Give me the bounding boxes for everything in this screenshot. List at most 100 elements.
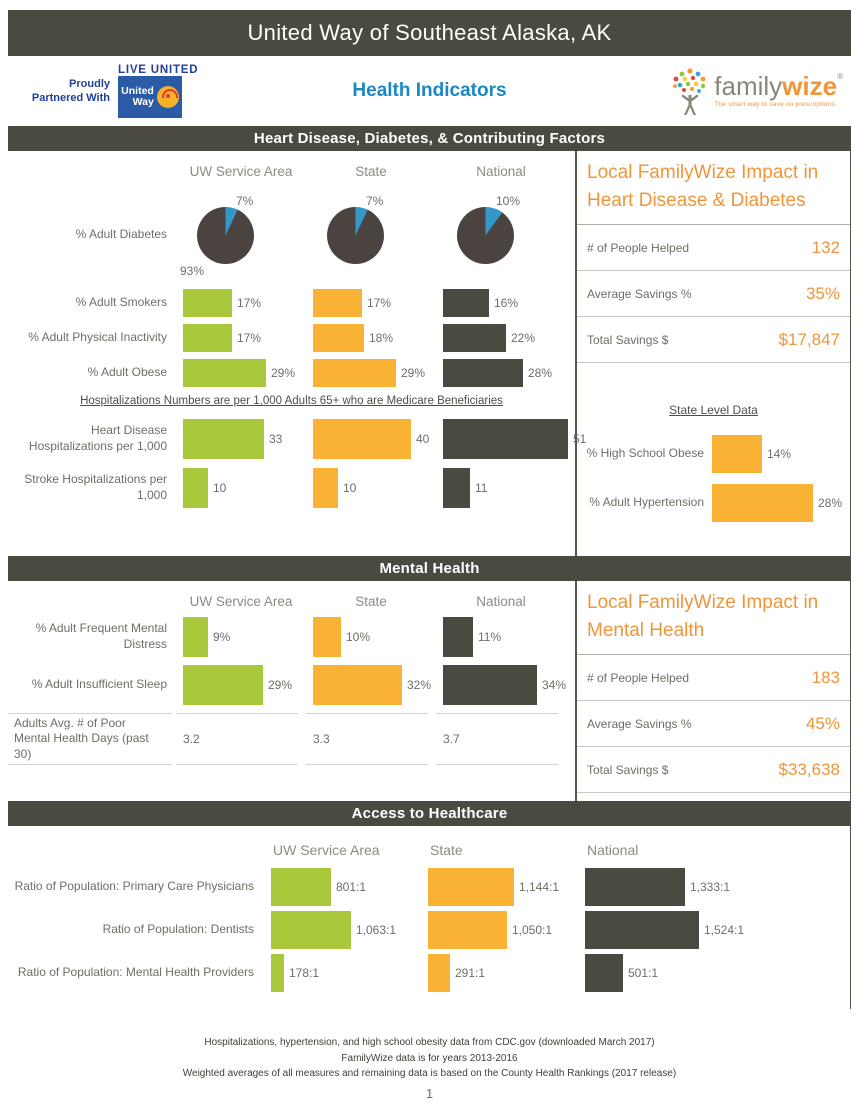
section-mental-health: UW Service Area State National % Adult F… bbox=[8, 581, 851, 801]
section-access-healthcare: UW Service Area State National Ratio of … bbox=[8, 826, 851, 1009]
bar bbox=[428, 954, 450, 992]
pie-cell-1: 7% bbox=[306, 194, 436, 264]
state-level-data-heading: State Level Data bbox=[669, 403, 758, 418]
chart-cell: 1,524:1 bbox=[577, 911, 744, 949]
chart-row: Stroke Hospitalizations per 1,000 10 10 11 bbox=[8, 468, 575, 508]
impact-panel-heart-title: Local FamilyWize Impact in Heart Disease… bbox=[577, 151, 850, 226]
bar bbox=[443, 468, 470, 508]
chart-row: Ratio of Population: Mental Health Provi… bbox=[8, 954, 850, 992]
chart-row: % Adult Smokers 17% 17% 16% bbox=[8, 289, 575, 317]
row-label: % Adult Smokers bbox=[75, 295, 167, 310]
impact-row-total-savings: Total Savings $ $33,638 bbox=[577, 747, 850, 794]
bar bbox=[712, 484, 813, 523]
chart-cell: 801:1 bbox=[263, 868, 420, 906]
bar bbox=[313, 324, 364, 352]
bar-value: 17% bbox=[237, 296, 262, 310]
row-label: Adults Avg. # of Poor Mental Health Days… bbox=[8, 713, 172, 765]
pie-value-label: 7% bbox=[236, 193, 254, 208]
row-label: % Adult Diabetes bbox=[75, 227, 167, 242]
column-header-uw-service-area: UW Service Area bbox=[189, 593, 293, 609]
partner-text: Proudly Partnered With bbox=[31, 77, 110, 104]
impact-row-average-savings: Average Savings % 45% bbox=[577, 701, 850, 748]
pie-chart bbox=[457, 206, 514, 264]
bar bbox=[443, 359, 523, 387]
chart-cell: 9% bbox=[176, 617, 306, 657]
pie-wrap: 10% bbox=[457, 194, 520, 264]
united-way-helping-hand-icon bbox=[156, 86, 179, 108]
bar bbox=[313, 665, 402, 705]
row-label: % Adult Obese bbox=[87, 365, 167, 380]
chart-cell: 3.3 bbox=[306, 713, 428, 765]
chart-row: % Adult Hypertension 28% bbox=[577, 484, 850, 523]
footer: Hospitalizations, hypertension, and high… bbox=[8, 1035, 851, 1101]
chart-cell: 17% bbox=[306, 289, 436, 317]
bar bbox=[183, 324, 232, 352]
bar-value: 9% bbox=[213, 630, 231, 644]
bar bbox=[313, 468, 338, 508]
bar-value: 16% bbox=[494, 296, 519, 310]
chart-row: Adults Avg. # of Poor Mental Health Days… bbox=[8, 713, 575, 765]
access-ratios-bar-chart: Ratio of Population: Primary Care Physic… bbox=[8, 868, 850, 992]
bar-value: 291:1 bbox=[455, 966, 486, 980]
chart-cell: 28% bbox=[436, 359, 566, 387]
chart-cell: 3.2 bbox=[176, 713, 298, 765]
adult-diabetes-pie-charts: % Adult Diabetes 7% 93% 7% 10% bbox=[8, 187, 575, 283]
row-label: Stroke Hospitalizations per 1,000 bbox=[24, 472, 167, 502]
footer-source-line: Hospitalizations, hypertension, and high… bbox=[204, 1037, 655, 1048]
bar bbox=[183, 359, 266, 387]
chart-cell: 17% bbox=[176, 324, 306, 352]
report-subtitle: Health Indicators bbox=[352, 80, 507, 101]
page-title: United Way of Southeast Alaska, AK bbox=[247, 20, 612, 45]
pie-remainder-label: 93% bbox=[180, 263, 205, 278]
bar bbox=[443, 617, 473, 657]
mental-health-bar-chart: % Adult Frequent Mental Distress 9% 10% 11%… bbox=[8, 617, 575, 765]
pie-value-label: 7% bbox=[366, 193, 384, 208]
bar-value: 801:1 bbox=[336, 880, 367, 894]
chart-cell: 51 bbox=[436, 419, 586, 459]
united-way-wordmark: United Way bbox=[121, 84, 154, 108]
row-label: % Adult Hypertension bbox=[589, 495, 704, 510]
chart-cell: 18% bbox=[306, 324, 436, 352]
united-way-logo-box: United Way bbox=[118, 76, 182, 118]
chart-cell: 34% bbox=[436, 665, 566, 705]
chart-cell: 3.7 bbox=[436, 713, 558, 765]
bar bbox=[183, 617, 208, 657]
chart-cell: 11 bbox=[436, 468, 566, 508]
pie-cell-0: 7% 93% bbox=[176, 194, 306, 278]
bar-value: 33 bbox=[269, 432, 283, 446]
bar-value: 14% bbox=[767, 447, 792, 462]
section-banner-heart-disease: Heart Disease, Diabetes, & Contributing … bbox=[8, 126, 851, 151]
live-united-label: LIVE UNITED bbox=[118, 64, 199, 76]
chart-row: % Adult Frequent Mental Distress 9% 10% 11% bbox=[8, 617, 575, 657]
bar-value: 178:1 bbox=[289, 966, 320, 980]
impact-panel-mental-title: Local FamilyWize Impact in Mental Health bbox=[577, 581, 850, 656]
section-banner-mental-health: Mental Health bbox=[8, 556, 851, 581]
chart-cell: 33 bbox=[176, 419, 306, 459]
contributing-factors-bar-chart: % Adult Smokers 17% 17% 16% % Adult Physical… bbox=[8, 289, 575, 387]
chart-cell: 40 bbox=[306, 419, 436, 459]
state-level-bar-chart: % High School Obese 14% % Adult Hypertensi… bbox=[577, 435, 850, 533]
chart-cell: 501:1 bbox=[577, 954, 734, 992]
impact-row-average-savings: Average Savings % 35% bbox=[577, 271, 850, 318]
bar bbox=[443, 419, 568, 459]
bar bbox=[183, 665, 263, 705]
page-number: 1 bbox=[425, 1085, 434, 1101]
bar bbox=[712, 435, 762, 474]
bar bbox=[313, 419, 411, 459]
bar bbox=[271, 911, 351, 949]
column-headers-access: UW Service Area State National bbox=[8, 832, 850, 868]
bar bbox=[443, 289, 489, 317]
bar bbox=[271, 868, 331, 906]
section-heart-disease: UW Service Area State National % Adult D… bbox=[8, 151, 851, 556]
pie-value-label: 10% bbox=[496, 193, 521, 208]
bar bbox=[313, 617, 341, 657]
page-title-bar: United Way of Southeast Alaska, AK bbox=[8, 10, 851, 56]
column-header-state: State bbox=[355, 163, 387, 179]
chart-cell: 11% bbox=[436, 617, 566, 657]
chart-cell: 178:1 bbox=[263, 954, 420, 992]
familywize-logo: familywize® The smart way to save on pre… bbox=[670, 65, 843, 117]
pie-chart bbox=[327, 206, 384, 264]
footer-source-line: Weighted averages of all measures and re… bbox=[182, 1068, 677, 1079]
chart-row: % Adult Insufficient Sleep 29% 32% 34% bbox=[8, 665, 575, 705]
